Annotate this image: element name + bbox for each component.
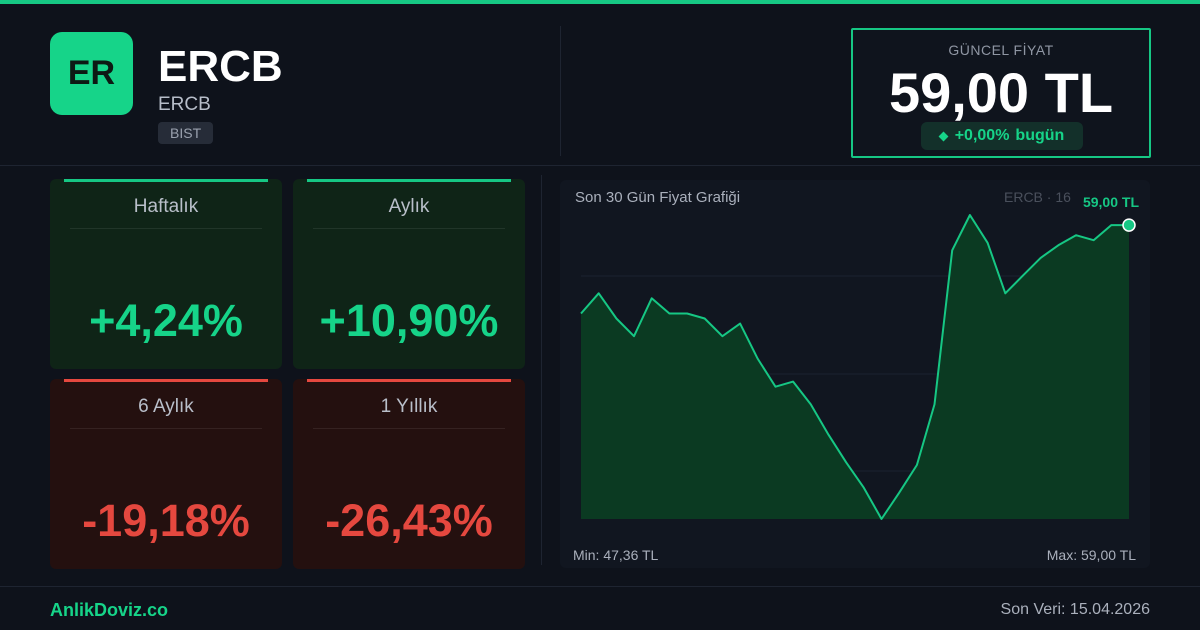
card-value: -26,43%	[325, 495, 493, 546]
card-accent-bar	[64, 379, 268, 382]
card-label: 6 Aylık	[70, 396, 262, 429]
card-label: Haftalık	[70, 196, 262, 229]
daily-change-suffix: bugün	[1015, 127, 1065, 144]
card-value: +4,24%	[89, 295, 243, 346]
chart-last-point[interactable]	[1122, 218, 1136, 232]
daily-change-value: +0,00%	[954, 127, 1010, 144]
performance-card-monthly: Aylık +10,90%	[293, 179, 525, 369]
last-data-timestamp: Son Veri: 15.04.2026	[1000, 601, 1150, 618]
card-value: +10,90%	[319, 295, 499, 346]
chart-last-value-label: 59,00 TL	[1083, 194, 1139, 210]
card-accent-bar	[307, 179, 511, 182]
chart-watermark: ERCB · 16	[1004, 189, 1071, 205]
exchange-badge: BIST	[158, 122, 214, 144]
performance-card-6-month: 6 Aylık -19,18%	[50, 379, 282, 569]
chart-max-label: Max: 59,00 TL	[1046, 547, 1136, 563]
logo-text: ER	[67, 54, 116, 92]
header: ER ERCB ERCB BIST GÜNCEL FİYAT 59,00 TL …	[0, 4, 1200, 166]
current-price-box: GÜNCEL FİYAT 59,00 TL +0,00% bugün	[851, 28, 1151, 158]
price-chart-panel: 59,00 TL Son 30 Gün Fiyat Grafiği ERCB ·…	[560, 180, 1150, 568]
card-label: 1 Yıllık	[313, 396, 505, 429]
card-label: Aylık	[313, 196, 505, 229]
top-accent-bar	[0, 0, 1200, 4]
price-chart: 59,00 TL	[580, 194, 1139, 520]
company-name: ERCB	[158, 94, 211, 115]
exchange-label: BIST	[170, 125, 202, 141]
diamond-icon	[938, 131, 949, 141]
card-value: -19,18%	[82, 495, 250, 546]
footer: AnlikDoviz.co Son Veri: 15.04.2026	[0, 586, 1200, 630]
daily-change-badge: +0,00% bugün	[921, 122, 1083, 150]
header-divider	[560, 26, 561, 156]
performance-card-1-year: 1 Yıllık -26,43%	[293, 379, 525, 569]
ticker-symbol: ERCB	[158, 42, 283, 91]
ticker-logo: ER	[50, 32, 133, 115]
section-divider	[541, 175, 542, 565]
chart-title: Son 30 Gün Fiyat Grafiği	[575, 189, 741, 206]
brand-link[interactable]: AnlikDoviz.co	[50, 600, 169, 620]
performance-card-weekly: Haftalık +4,24%	[50, 179, 282, 369]
current-price-value: 59,00 TL	[888, 61, 1114, 124]
card-accent-bar	[307, 379, 511, 382]
chart-series-line	[580, 214, 1129, 520]
chart-min-label: Min: 47,36 TL	[573, 547, 659, 563]
card-accent-bar	[64, 179, 268, 182]
current-price-label: GÜNCEL FİYAT	[948, 42, 1054, 58]
chart-area-fill	[581, 215, 1129, 519]
